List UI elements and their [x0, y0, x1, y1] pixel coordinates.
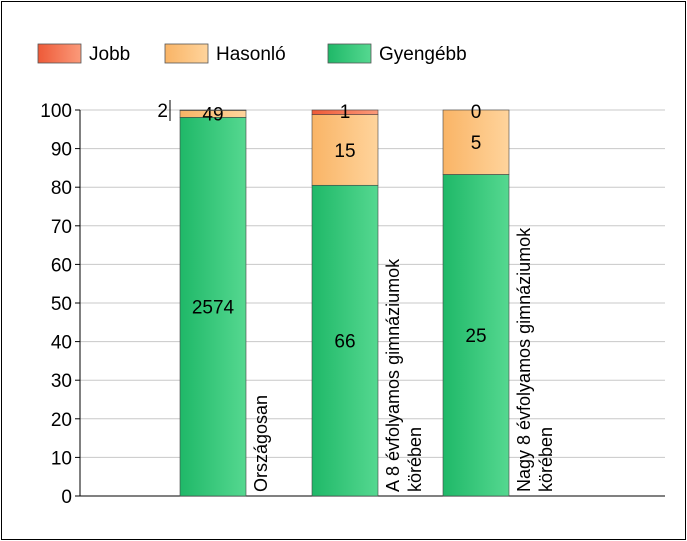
bar-segment-gyengébb: [179, 117, 247, 497]
bar-segment-gyengébb: [311, 184, 379, 497]
data-label: 5: [471, 133, 482, 154]
y-tick-label: 40: [51, 333, 72, 354]
data-label: 2574: [192, 298, 235, 319]
data-label: 25: [465, 326, 486, 347]
y-tick-label: 10: [51, 448, 72, 469]
legend-label: Gyengébb: [379, 44, 467, 65]
data-label: 66: [334, 332, 355, 353]
y-tick-label: 20: [51, 410, 72, 431]
bar-segment-hasonló: [442, 109, 510, 175]
legend-item-hasonló: Hasonló: [164, 43, 286, 65]
y-tick-label: 70: [51, 217, 72, 238]
category-label: körében: [405, 427, 425, 492]
legend-swatch: [327, 43, 372, 64]
y-tick-label: 0: [61, 487, 72, 508]
bar-segment-hasonló: [311, 114, 379, 186]
legend-item-jobb: Jobb: [37, 43, 130, 65]
data-label: 0: [471, 102, 482, 123]
legend-swatch: [37, 43, 82, 64]
data-label: 2: [157, 101, 168, 122]
category-labels: Országosan A 8 évfolyamos gimnáziumok köré…: [251, 227, 556, 492]
legend-swatch: [164, 43, 209, 64]
category-label: Nagy 8 évfolyamos gimnáziumok: [514, 227, 534, 492]
legend-label: Jobb: [89, 44, 130, 65]
y-tick-label: 60: [51, 255, 72, 276]
data-label: 1: [340, 102, 351, 123]
legend: Jobb Hasonló Gyengébb: [37, 43, 467, 65]
legend-label: Hasonló: [216, 44, 286, 65]
data-label: 49: [202, 104, 223, 125]
y-tick-label: 100: [40, 101, 72, 122]
y-tick-label: 30: [51, 371, 72, 392]
bar-segment-jobb: [311, 109, 379, 115]
category-label: Országosan: [251, 395, 271, 492]
y-tick-label: 80: [51, 178, 72, 199]
bar-segment-gyengébb: [442, 174, 510, 497]
data-label: 15: [334, 141, 355, 162]
y-tick-label: 50: [51, 294, 72, 315]
y-tick-label: 90: [51, 140, 72, 161]
category-label: A 8 évfolyamos gimnáziumok: [383, 258, 403, 492]
bars: 2574 49 2 66 15 1 25 5 0: [157, 100, 510, 497]
legend-item-gyengébb: Gyengébb: [327, 43, 467, 65]
category-label: körében: [536, 427, 556, 492]
